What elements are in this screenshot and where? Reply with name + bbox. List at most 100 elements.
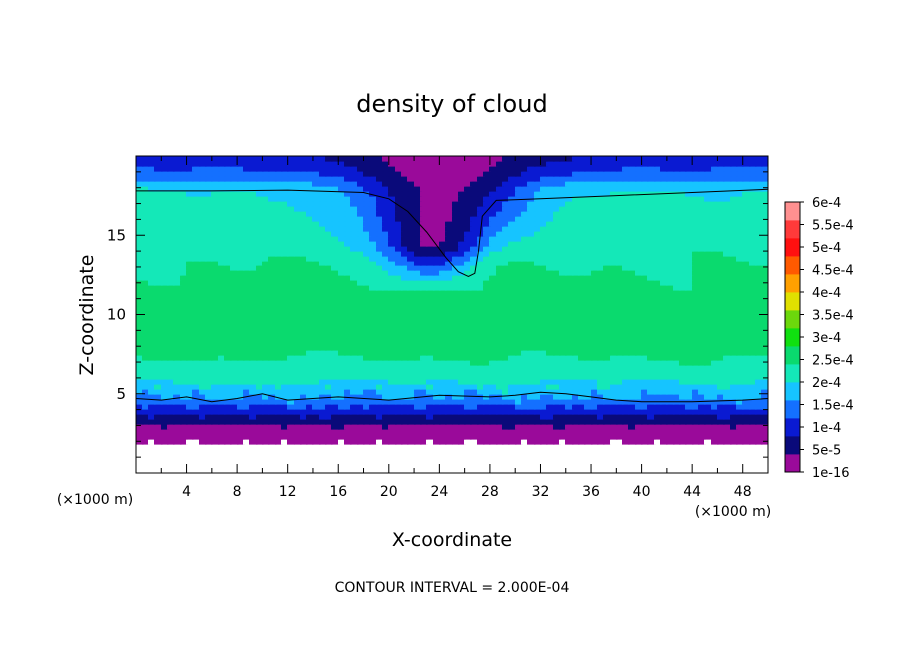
density-cell	[755, 240, 763, 247]
density-cell	[591, 403, 599, 410]
density-cell	[407, 413, 416, 420]
density-cell	[622, 438, 630, 445]
density-cell	[350, 319, 359, 326]
density-cell	[464, 413, 472, 420]
density-cell	[464, 334, 472, 341]
density-cell	[660, 393, 668, 400]
density-cell	[294, 314, 302, 321]
density-cell	[521, 453, 529, 460]
density-cell	[654, 354, 662, 361]
density-cell	[622, 255, 630, 262]
density-cell	[344, 319, 352, 326]
density-cell	[578, 364, 586, 370]
density-cell	[723, 264, 732, 271]
density-cell	[325, 423, 333, 430]
density-cell	[685, 304, 694, 311]
density-cell	[350, 428, 359, 435]
density-cell	[218, 324, 226, 331]
density-cell	[382, 413, 390, 420]
density-cell	[262, 225, 270, 232]
density-cell	[249, 388, 258, 395]
density-cell	[338, 428, 346, 435]
density-cell	[603, 359, 611, 366]
density-cell	[616, 418, 624, 425]
density-cell	[445, 264, 453, 271]
density-cell	[534, 393, 542, 400]
density-cell	[249, 339, 258, 346]
density-cell	[704, 299, 713, 306]
density-cell	[755, 378, 763, 385]
density-cell	[622, 359, 630, 366]
density-cell	[445, 235, 453, 242]
density-cell	[591, 299, 599, 306]
density-cell	[761, 453, 768, 460]
density-cell	[180, 344, 188, 351]
density-cell	[395, 344, 403, 351]
density-cell	[704, 443, 713, 450]
density-cell	[572, 443, 580, 450]
density-cell	[262, 388, 270, 395]
density-cell	[256, 294, 264, 301]
density-cell	[622, 373, 630, 380]
density-cell	[312, 423, 321, 430]
density-cell	[534, 294, 542, 301]
density-cell	[534, 364, 542, 370]
density-cell	[338, 373, 346, 380]
density-cell	[496, 339, 504, 346]
density-cell	[704, 294, 713, 301]
density-cell	[294, 443, 302, 450]
density-cell	[508, 354, 517, 361]
density-cell	[489, 304, 498, 311]
density-cell	[660, 433, 668, 440]
density-cell	[161, 423, 169, 430]
density-cell	[224, 463, 232, 470]
density-cell	[237, 274, 245, 281]
density-cell	[161, 289, 169, 296]
density-cell	[426, 413, 435, 420]
density-cell	[698, 458, 706, 465]
density-cell	[142, 354, 150, 361]
density-cell	[730, 344, 738, 351]
density-cell	[357, 378, 365, 385]
density-cell	[401, 403, 409, 410]
density-cell	[477, 433, 485, 440]
density-cell	[711, 388, 719, 395]
density-cell	[142, 368, 150, 375]
density-cell	[439, 398, 447, 405]
density-cell	[357, 443, 365, 450]
density-cell	[647, 339, 656, 346]
density-cell	[736, 245, 744, 252]
density-cell	[559, 448, 567, 455]
density-cell	[395, 245, 403, 252]
density-cell	[692, 264, 700, 271]
density-cell	[736, 428, 744, 435]
density-cell	[376, 398, 384, 405]
density-cell	[344, 458, 352, 465]
density-cell	[553, 428, 561, 435]
density-cell	[199, 250, 207, 257]
density-cell	[584, 319, 593, 326]
density-cell	[306, 240, 314, 247]
density-cell	[628, 329, 637, 336]
density-cell	[717, 289, 725, 296]
density-cell	[173, 324, 182, 331]
density-cell	[527, 388, 536, 395]
density-cell	[237, 428, 245, 435]
density-cell	[749, 334, 757, 341]
density-cell	[211, 264, 220, 271]
density-cell	[717, 398, 725, 405]
density-cell	[281, 299, 289, 306]
density-cell	[312, 289, 321, 296]
density-cell	[344, 250, 352, 257]
density-cell	[603, 368, 611, 375]
density-cell	[331, 274, 340, 281]
density-cell	[312, 398, 321, 405]
density-cell	[489, 250, 498, 257]
density-cell	[344, 463, 352, 470]
density-cell	[628, 314, 637, 321]
density-cell	[199, 319, 207, 326]
density-cell	[256, 279, 264, 286]
density-cell	[679, 433, 687, 440]
density-cell	[704, 240, 713, 247]
density-cell	[489, 284, 498, 291]
